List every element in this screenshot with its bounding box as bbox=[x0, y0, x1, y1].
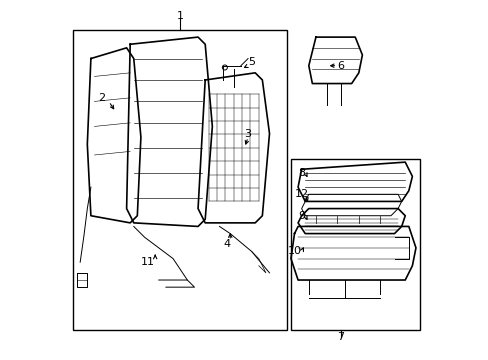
Text: 6: 6 bbox=[337, 61, 344, 71]
Text: 1: 1 bbox=[176, 11, 183, 21]
Text: 9: 9 bbox=[298, 211, 305, 221]
Bar bbox=[73, 30, 287, 330]
Text: 8: 8 bbox=[298, 168, 305, 178]
Text: 11: 11 bbox=[141, 257, 155, 267]
Bar bbox=[290, 158, 419, 330]
Text: 4: 4 bbox=[223, 239, 230, 249]
Text: 3: 3 bbox=[244, 129, 251, 139]
Text: 5: 5 bbox=[247, 57, 255, 67]
Text: 10: 10 bbox=[287, 247, 301, 256]
Text: 7: 7 bbox=[337, 332, 344, 342]
Text: 2: 2 bbox=[98, 93, 105, 103]
Text: 12: 12 bbox=[294, 189, 308, 199]
